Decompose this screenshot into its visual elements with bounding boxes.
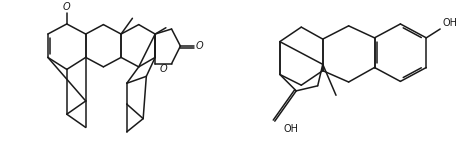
Text: OH: OH bbox=[283, 124, 298, 134]
Text: OH: OH bbox=[442, 18, 457, 28]
Text: O: O bbox=[63, 2, 71, 12]
Text: O: O bbox=[160, 64, 167, 74]
Text: O: O bbox=[196, 41, 203, 51]
